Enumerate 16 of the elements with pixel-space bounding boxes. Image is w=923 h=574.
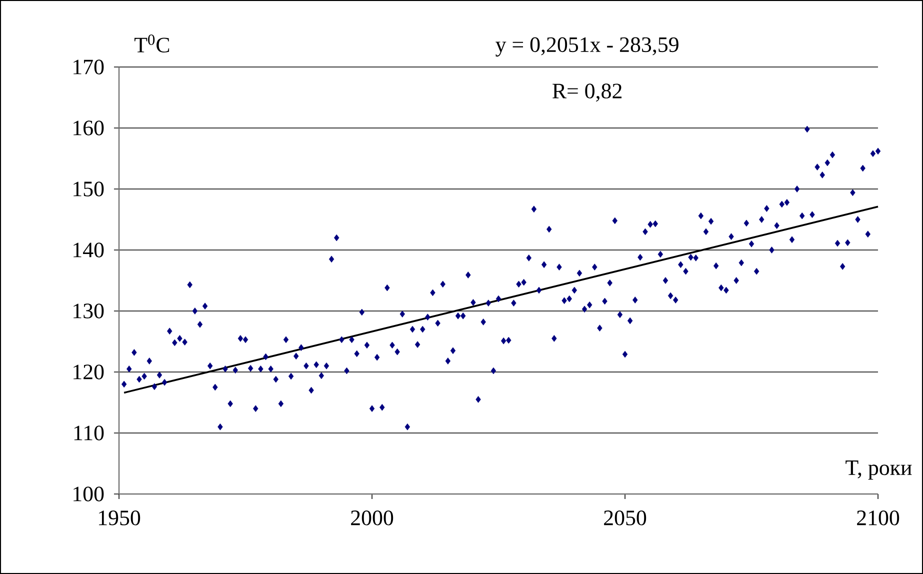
- y-tick-label: 110: [74, 426, 104, 440]
- x-tick-label: 2100: [857, 510, 900, 526]
- y-tick-label: 100: [74, 486, 104, 502]
- x-tick-label: 1950: [99, 510, 140, 526]
- y-tick-label: 160: [74, 120, 104, 136]
- y-tick-label: 170: [74, 60, 104, 74]
- x-axis-title: T, роки: [846, 460, 912, 480]
- y-tick-label: 130: [74, 304, 104, 318]
- x-tick-label: 2050: [604, 510, 646, 526]
- y-axis-title: T$^{0}$C: [134, 34, 170, 52]
- x-tick-label: 2000: [351, 510, 394, 526]
- y-tick-label: 120: [74, 364, 104, 380]
- y-tick-label: 140: [74, 242, 104, 258]
- y-tick-label: 150: [74, 182, 104, 196]
- text: y = 0,2051x - 283,59: [496, 37, 678, 57]
- annotation: R= 0,82: [552, 84, 622, 102]
